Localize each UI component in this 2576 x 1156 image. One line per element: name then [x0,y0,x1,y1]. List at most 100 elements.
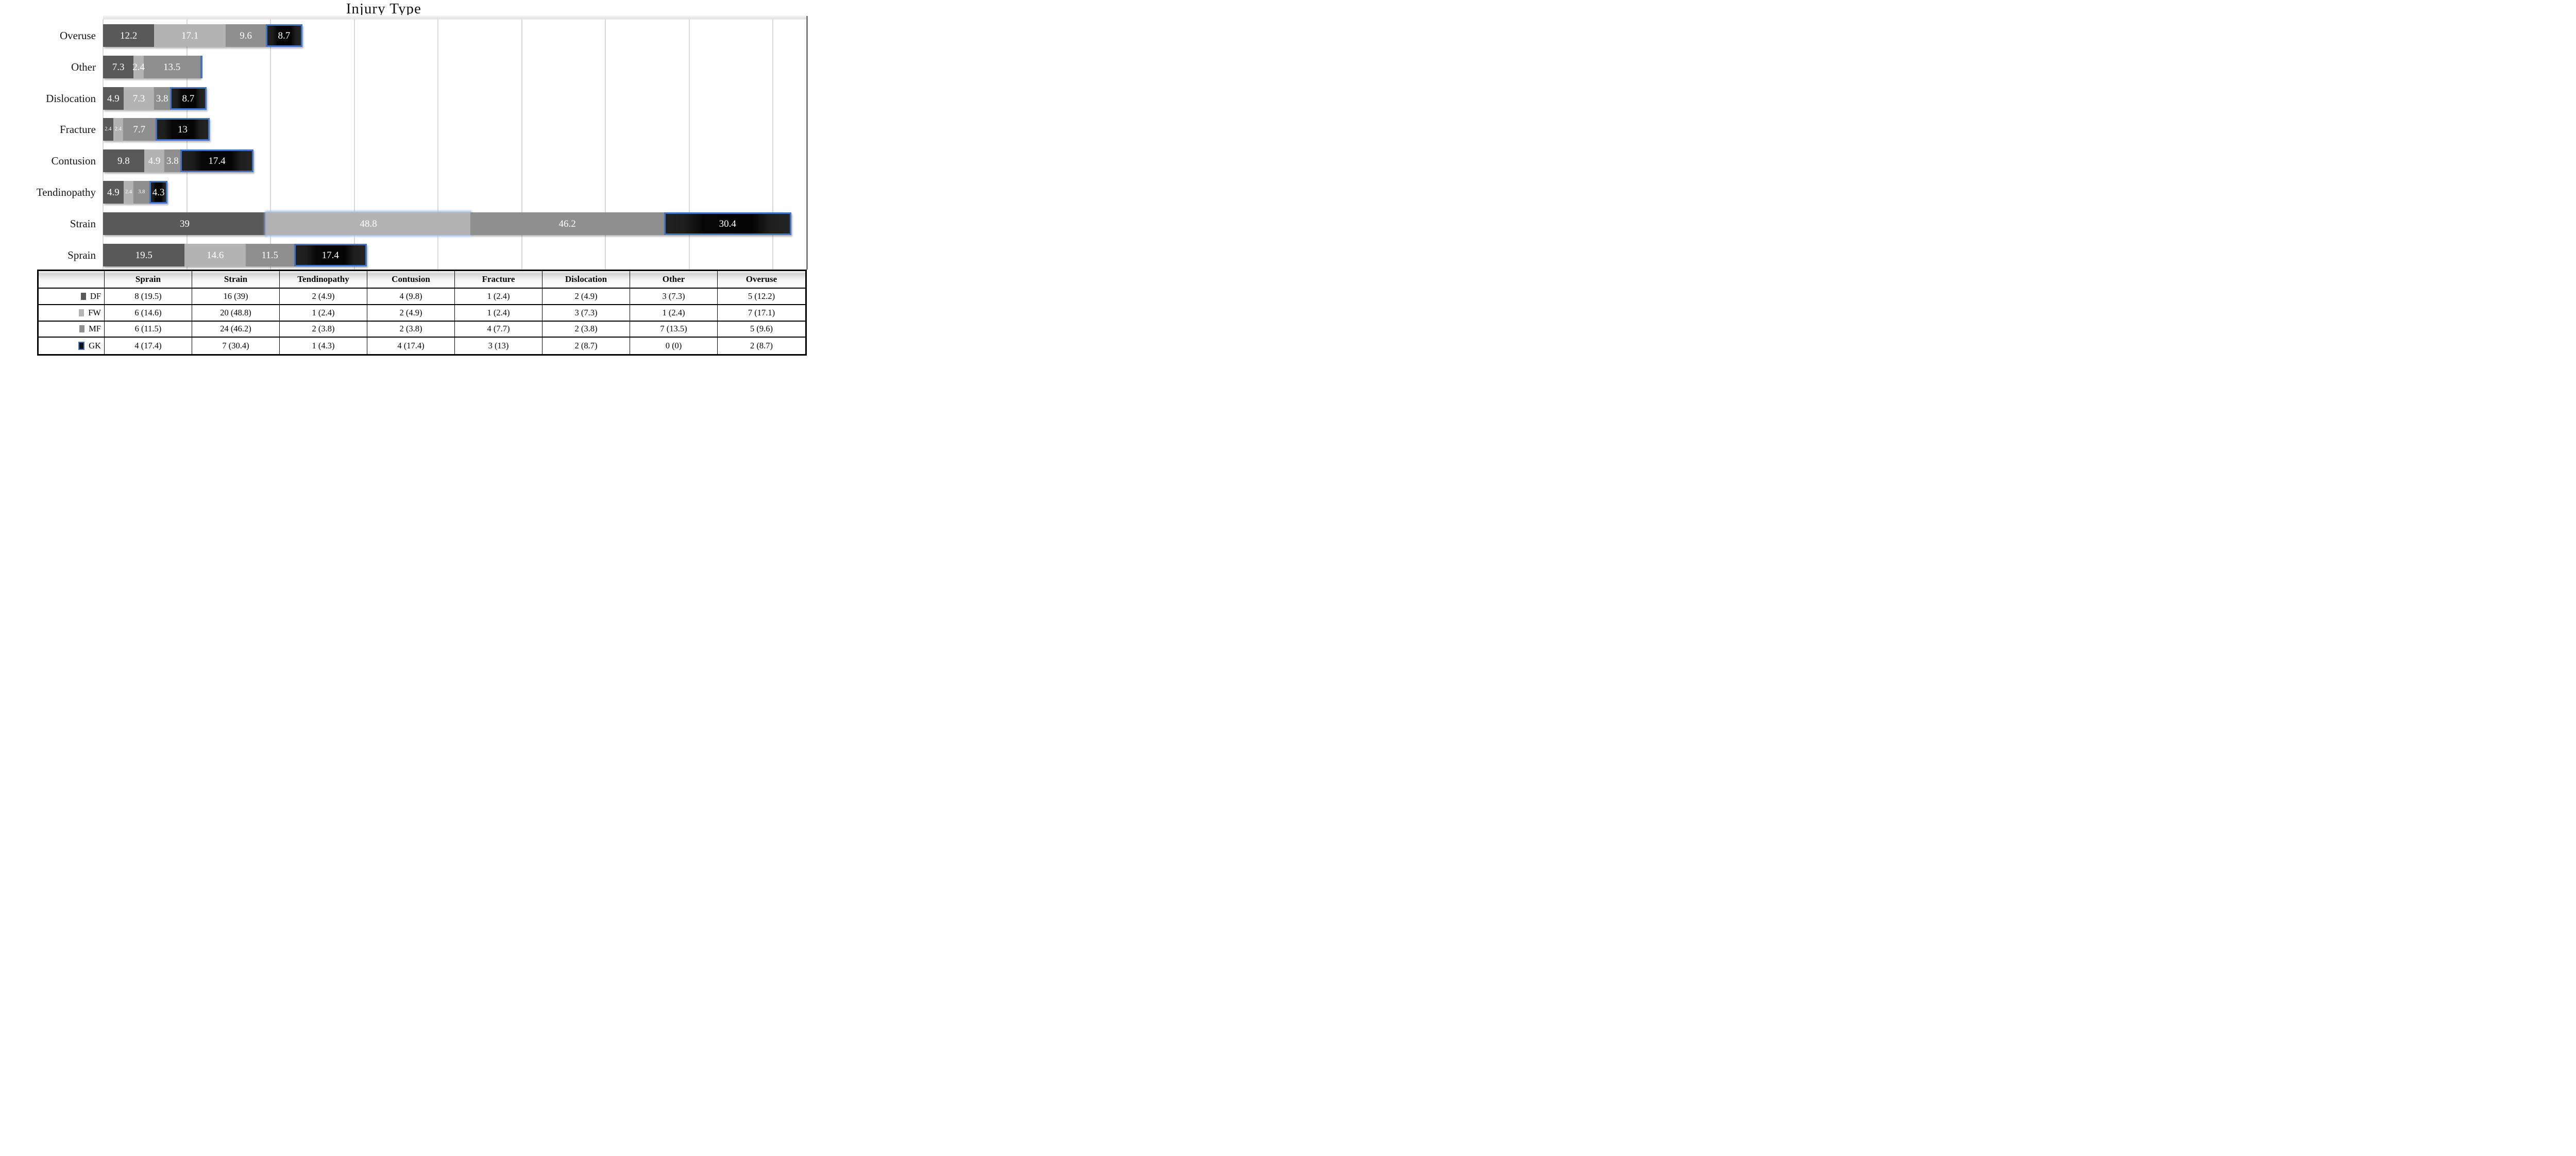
bar-segment-df: 39 [103,212,266,235]
bar-segment-df: 9.8 [103,149,144,172]
bar-segment-gk: 17.4 [180,149,253,172]
table-cell: 5 (12.2) [718,289,805,305]
bar-segment-label: 2.4 [105,126,112,132]
bar-segment-mf: 3.8 [133,181,150,204]
legend-cell-fw: FW [39,305,105,322]
table-cell: 2 (4.9) [367,305,455,322]
y-axis-label: Other [71,61,96,73]
bar-segment-label: 46.2 [558,218,576,229]
table-corner-cell [39,271,105,289]
bar-segment-label: 17.4 [321,249,339,261]
x-gridline [270,19,271,270]
table-cell: 1 (2.4) [455,289,543,305]
table-header-other: Other [630,271,718,289]
table-cell: 2 (4.9) [543,289,630,305]
bar-segment-df: 19.5 [103,244,185,266]
bar-segment-label: 17.4 [208,155,226,166]
bar-segment-label: 9.8 [117,155,130,166]
y-axis-label: Overuse [60,29,96,42]
table-header-dislocation: Dislocation [543,271,630,289]
bar-segment-label: 13.5 [163,61,181,73]
x-gridline [688,19,690,270]
table-cell: 2 (8.7) [750,341,773,351]
table-cell: 4 (9.8) [367,289,455,305]
bar-segment-label: 30.4 [719,218,736,229]
table-header-fracture: Fracture [455,271,543,289]
table-cell: 7 (17.1) [718,305,805,322]
legend-cell-df: DF [39,289,105,305]
y-axis-label: Tendinopathy [36,186,96,198]
legend-label: DF [90,291,101,301]
table-header-overuse: Overuse [718,271,805,289]
bar-segment-label: 4.9 [107,93,120,104]
bar-segment-label: 3.8 [156,93,168,104]
table-cell: 4 (7.7) [455,321,543,338]
x-gridline [186,19,188,270]
bar-segment-label: 2.4 [114,126,122,132]
table-cell: 0 (0) [630,338,718,354]
table-header-strain: Strain [192,271,280,289]
table-cell: 7 (30.4) [192,338,280,354]
bar-segment-df: 2.4 [103,118,113,141]
bar-segment-label: 4.9 [107,187,120,198]
bar-segment-label: 9.6 [240,30,252,41]
bar-segment-mf: 9.6 [226,24,266,47]
bar-segment-gk: 30.4 [664,212,791,235]
bar-segment-label: 7.7 [133,124,146,135]
legend-cell-mf: MF [39,321,105,338]
bar-segment-df: 7.3 [103,56,134,78]
x-gridline [437,19,438,270]
bar-segment-mf: 46.2 [470,212,664,235]
table-cell: 1 (4.3) [280,338,367,354]
table-cell: 2 (3.8) [367,321,455,338]
bar-segment-fw: 48.8 [266,212,471,235]
bar-segment-fw: 17.1 [154,24,226,47]
table-cell: 16 (39) [192,289,280,305]
bar-segment-label: 7.3 [132,93,145,104]
table-cell: 5 (9.6) [718,322,805,338]
summary-table: Sprain Strain Tendinopathy Contusion Fractur… [37,270,807,356]
legend-label: MF [89,324,101,334]
bar-segment-label: 17.1 [181,30,199,41]
bar-segment-label: 7.3 [112,61,125,73]
x-gridline [521,19,522,270]
plot-top-band [103,15,808,20]
bar-segment-label: 2.4 [125,189,132,195]
table-cell: 3 (7.3) [543,305,630,322]
bar-segment-mf: 13.5 [143,56,200,78]
bar-segment-df: 4.9 [103,181,124,204]
figure-injury-type: Injury Type Overuse 12.2 17.1 9.6 8.7 Other 7.… [0,0,808,356]
table-cell: 6 (14.6) [105,305,192,322]
chart-title: Injury Type [346,1,421,17]
table-cell: 7 (13.5) [630,321,718,338]
y-axis-label: Contusion [51,155,96,167]
x-gridline [772,19,773,270]
bar-segment-label: 2.4 [132,61,145,73]
table-cell: 20 (48.8) [192,305,280,322]
table-cell: 1 (2.4) [280,305,367,322]
bar-segment-gk: 4.3 [149,181,168,204]
bar-segment-mf: 11.5 [246,244,294,266]
bar-row-fracture: 2.4 2.4 7.7 13 [103,118,210,141]
y-axis-label: Sprain [67,249,96,261]
table-cell: 3 (7.3) [630,289,718,305]
bar-row-tendinopathy: 4.9 2.4 3.8 4.3 [103,181,168,204]
table-header-contusion: Contusion [367,271,455,289]
table-cell: 4 (17.4) [105,338,192,354]
bar-segment-fw: 2.4 [113,118,123,141]
table-cell: 4 (17.4) [367,338,455,354]
bar-segment-gk [200,56,202,78]
bar-segment-label: 48.8 [360,218,377,229]
legend-swatch-gk [78,342,85,350]
bar-segment-gk: 8.7 [266,24,302,47]
bar-segment-label: 14.6 [207,249,224,261]
table-cell: 1 (2.4) [630,305,718,322]
bar-segment-df: 12.2 [103,24,155,47]
bar-row-other: 7.3 2.4 13.5 [103,56,202,78]
legend-label: GK [89,341,101,351]
bar-segment-fw: 2.4 [132,56,145,78]
bar-row-overuse: 12.2 17.1 9.6 8.7 [103,24,302,47]
table-cell: 2 (3.8) [280,321,367,338]
bar-segment-gk: 17.4 [294,244,367,266]
legend-swatch-df [80,292,86,300]
